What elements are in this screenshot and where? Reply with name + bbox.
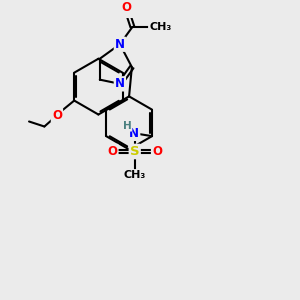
Text: H: H <box>122 121 131 130</box>
Text: O: O <box>52 109 62 122</box>
Text: CH₃: CH₃ <box>124 170 146 180</box>
Text: O: O <box>107 145 117 158</box>
Text: N: N <box>129 127 139 140</box>
Text: O: O <box>121 1 131 14</box>
Text: O: O <box>152 145 162 158</box>
Text: N: N <box>115 38 125 51</box>
Text: N: N <box>115 77 125 90</box>
Text: S: S <box>130 145 140 158</box>
Text: CH₃: CH₃ <box>149 22 171 32</box>
